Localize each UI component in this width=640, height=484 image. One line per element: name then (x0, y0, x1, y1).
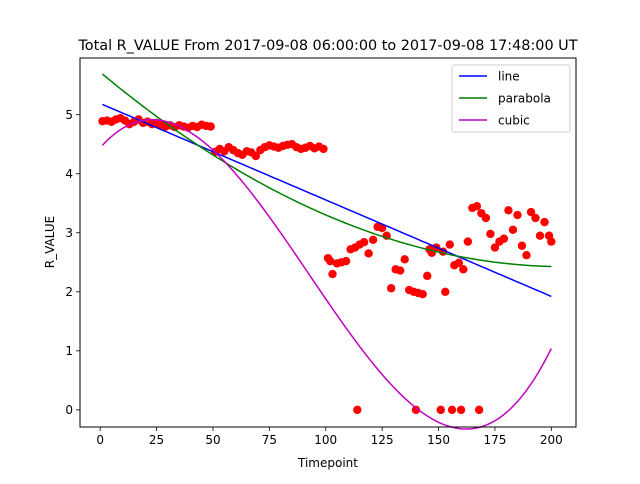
scatter-point (504, 206, 513, 215)
legend-box (451, 64, 571, 133)
scatter-point (377, 223, 387, 233)
x-axis-label: Timepoint (297, 456, 358, 470)
y-axis-label: R_VALUE (43, 216, 57, 268)
x-tick-label: 150 (427, 433, 450, 447)
scatter-point (481, 213, 491, 223)
legend-label-cubic: cubic (498, 113, 530, 127)
marks-layer (98, 73, 556, 430)
scatter-point (353, 405, 362, 415)
scatter-point (447, 405, 457, 415)
axis-layer: 0 25 50 75 100 125 150 175 200 0 1 2 3 4 5 (65, 108, 562, 447)
legend-label-line: line (498, 69, 520, 83)
x-tick-label: 125 (371, 433, 394, 447)
scatter-point (251, 151, 261, 161)
x-tick-label: 50 (205, 433, 220, 447)
y-tick-label: 0 (65, 403, 73, 417)
x-tick-label: 75 (262, 433, 277, 447)
y-tick-label: 3 (65, 226, 73, 240)
scatter-point (508, 225, 518, 235)
series-line-cubic (101, 118, 552, 430)
scatter-point (400, 255, 409, 264)
scatter-point (456, 405, 466, 415)
scatter-point (341, 256, 351, 266)
x-tick-label: 175 (483, 433, 506, 447)
scatter-point (436, 405, 445, 415)
scatter-point (386, 284, 396, 293)
scatter-point (441, 287, 450, 296)
scatter-point (395, 266, 405, 275)
scatter-point (535, 231, 545, 240)
y-tick-label: 5 (65, 108, 73, 122)
legend-items: line parabola cubic (459, 69, 551, 127)
scatter-point (531, 213, 540, 223)
x-tick-label: 100 (314, 433, 337, 447)
series-line-parabola (101, 73, 552, 268)
scatter-point (472, 201, 482, 211)
scatter-point (423, 271, 432, 281)
x-tick-label: 200 (540, 433, 563, 447)
y-tick-label: 1 (65, 344, 73, 358)
scatter-point (445, 240, 454, 249)
scatter-point (411, 405, 421, 415)
scatter-point (368, 235, 378, 245)
scatter-point (319, 144, 328, 154)
scatter-point (364, 249, 373, 258)
scatter-point (359, 238, 369, 247)
y-tick-label: 2 (65, 285, 73, 299)
scatter-point (517, 241, 527, 250)
chart-legend: line parabola cubic (451, 64, 571, 133)
chart-title: Total R_VALUE From 2017-09-08 06:00:00 t… (77, 38, 577, 54)
scatter-point (513, 210, 522, 220)
legend-label-parabola: parabola (498, 91, 551, 105)
scatter-point (326, 256, 335, 266)
scatter-point (328, 269, 337, 279)
y-tick-label: 4 (65, 167, 73, 181)
series-line-line (102, 103, 552, 298)
scatter-point (499, 234, 509, 243)
scatter-point (490, 243, 500, 252)
scatter-point (206, 122, 215, 131)
scatter-point (540, 217, 549, 227)
scatter-point (486, 229, 495, 239)
scatter-point (418, 289, 427, 299)
x-tick-label: 25 (149, 433, 164, 447)
scatter-point (463, 237, 473, 246)
scatter-point (454, 258, 464, 268)
plot-frame (79, 57, 577, 428)
scatter-point (459, 265, 468, 274)
scatter-point (526, 207, 536, 217)
x-tick-label: 0 (96, 433, 104, 447)
scatter-point (474, 405, 484, 415)
scatter-point (547, 237, 556, 246)
scatter-point (522, 250, 531, 260)
